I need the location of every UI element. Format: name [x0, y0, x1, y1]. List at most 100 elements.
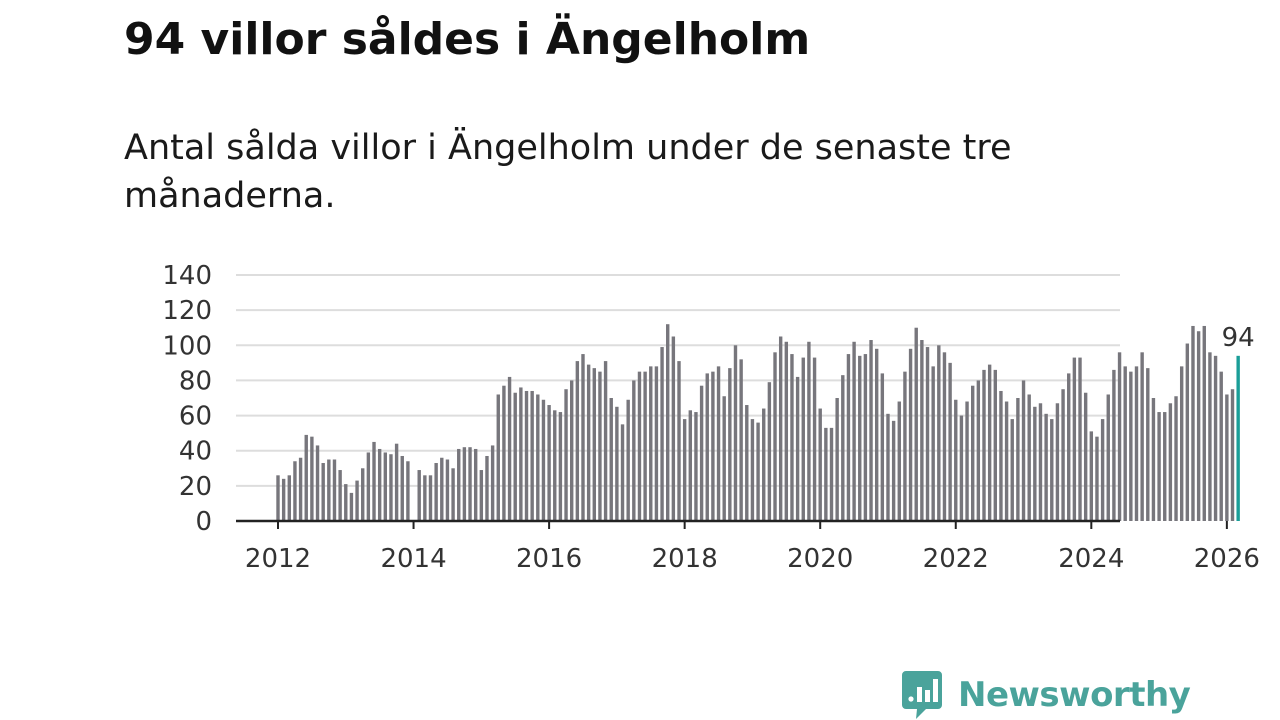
- bar: [519, 387, 523, 521]
- bar: [541, 399, 546, 521]
- bar: [361, 468, 365, 521]
- bar: [1123, 366, 1127, 521]
- bar: [615, 406, 619, 521]
- bar: [767, 382, 772, 521]
- bar: [281, 478, 286, 521]
- bar: [733, 345, 738, 521]
- bar: [473, 448, 478, 521]
- bar: [1027, 394, 1031, 521]
- bar: [462, 447, 467, 521]
- bar: [1050, 419, 1054, 521]
- x-tick-label: 2014: [380, 544, 446, 574]
- bar: [705, 373, 709, 521]
- bar: [1151, 398, 1156, 521]
- bar: [366, 452, 371, 521]
- bar: [349, 492, 354, 521]
- bar: [1072, 357, 1077, 521]
- bar: [1157, 412, 1161, 521]
- bar: [445, 459, 450, 521]
- bar: [863, 354, 868, 521]
- bar: [434, 463, 438, 521]
- bar: [1208, 352, 1212, 521]
- bar: [389, 454, 393, 521]
- bar: [886, 413, 890, 521]
- bar: [558, 412, 563, 521]
- y-tick-label: 120: [162, 296, 212, 326]
- x-tick-label: 2018: [652, 544, 718, 574]
- bar: [423, 475, 427, 521]
- bar: [513, 392, 517, 521]
- x-tick-label: 2016: [516, 544, 582, 574]
- bar: [993, 369, 997, 521]
- bar: [818, 408, 822, 521]
- bar: [637, 371, 642, 521]
- y-tick-label: 60: [179, 402, 212, 432]
- bar: [643, 371, 647, 521]
- bar: [920, 340, 924, 521]
- bar: [1067, 373, 1071, 521]
- annotation-label: 94: [1222, 323, 1255, 353]
- bar: [778, 336, 783, 521]
- bar: [762, 408, 766, 521]
- bar: [1129, 371, 1133, 521]
- bar: [1174, 396, 1178, 521]
- bar: [959, 415, 964, 521]
- x-tick-label: 2012: [245, 544, 311, 574]
- bar: [315, 445, 320, 521]
- bar: [400, 455, 404, 521]
- bar: [948, 362, 952, 521]
- bar: [304, 434, 308, 521]
- bar: [553, 410, 557, 521]
- bar: [394, 443, 399, 521]
- bar: [807, 341, 811, 521]
- bar: [1168, 403, 1173, 521]
- bar: [660, 347, 664, 521]
- bar: [383, 452, 388, 521]
- bar: [795, 376, 800, 521]
- bar: [1191, 325, 1195, 521]
- bar: [1033, 406, 1037, 521]
- bar: [298, 457, 303, 521]
- bar: [626, 399, 630, 521]
- bar: [276, 475, 280, 521]
- y-tick-label: 100: [162, 331, 212, 361]
- bar: [332, 459, 337, 521]
- bar: [620, 424, 625, 521]
- x-tick-label: 2020: [787, 544, 853, 574]
- bar: [1106, 394, 1110, 521]
- bar-highlight: [1236, 355, 1240, 521]
- bar: [1134, 366, 1139, 521]
- bar: [841, 375, 845, 521]
- bar: [965, 401, 969, 521]
- bar: [987, 364, 992, 521]
- bar: [524, 390, 529, 521]
- bar: [801, 357, 805, 521]
- bar: [1112, 369, 1116, 521]
- bar: [891, 420, 896, 521]
- bar: [310, 436, 314, 521]
- bar: [858, 355, 862, 521]
- bar: [1044, 413, 1048, 521]
- bar: [824, 427, 828, 521]
- y-tick-label: 40: [179, 437, 212, 467]
- chart-title: 94 villor såldes i Ängelholm: [124, 14, 811, 65]
- x-tick-label: 2022: [923, 544, 989, 574]
- bar: [716, 366, 721, 521]
- bar: [728, 368, 732, 521]
- bar: [1004, 401, 1009, 521]
- bar: [925, 347, 930, 521]
- bar: [468, 447, 472, 521]
- bar: [502, 385, 506, 521]
- bar: [338, 470, 342, 521]
- bar: [1140, 352, 1144, 521]
- bar: [699, 385, 704, 521]
- bar: [507, 376, 512, 521]
- bar: [496, 394, 500, 521]
- bar: [1196, 331, 1201, 521]
- bar: [880, 373, 885, 521]
- bar: [931, 366, 935, 521]
- bar: [457, 448, 461, 521]
- bar: [750, 419, 755, 521]
- bar: [649, 366, 653, 521]
